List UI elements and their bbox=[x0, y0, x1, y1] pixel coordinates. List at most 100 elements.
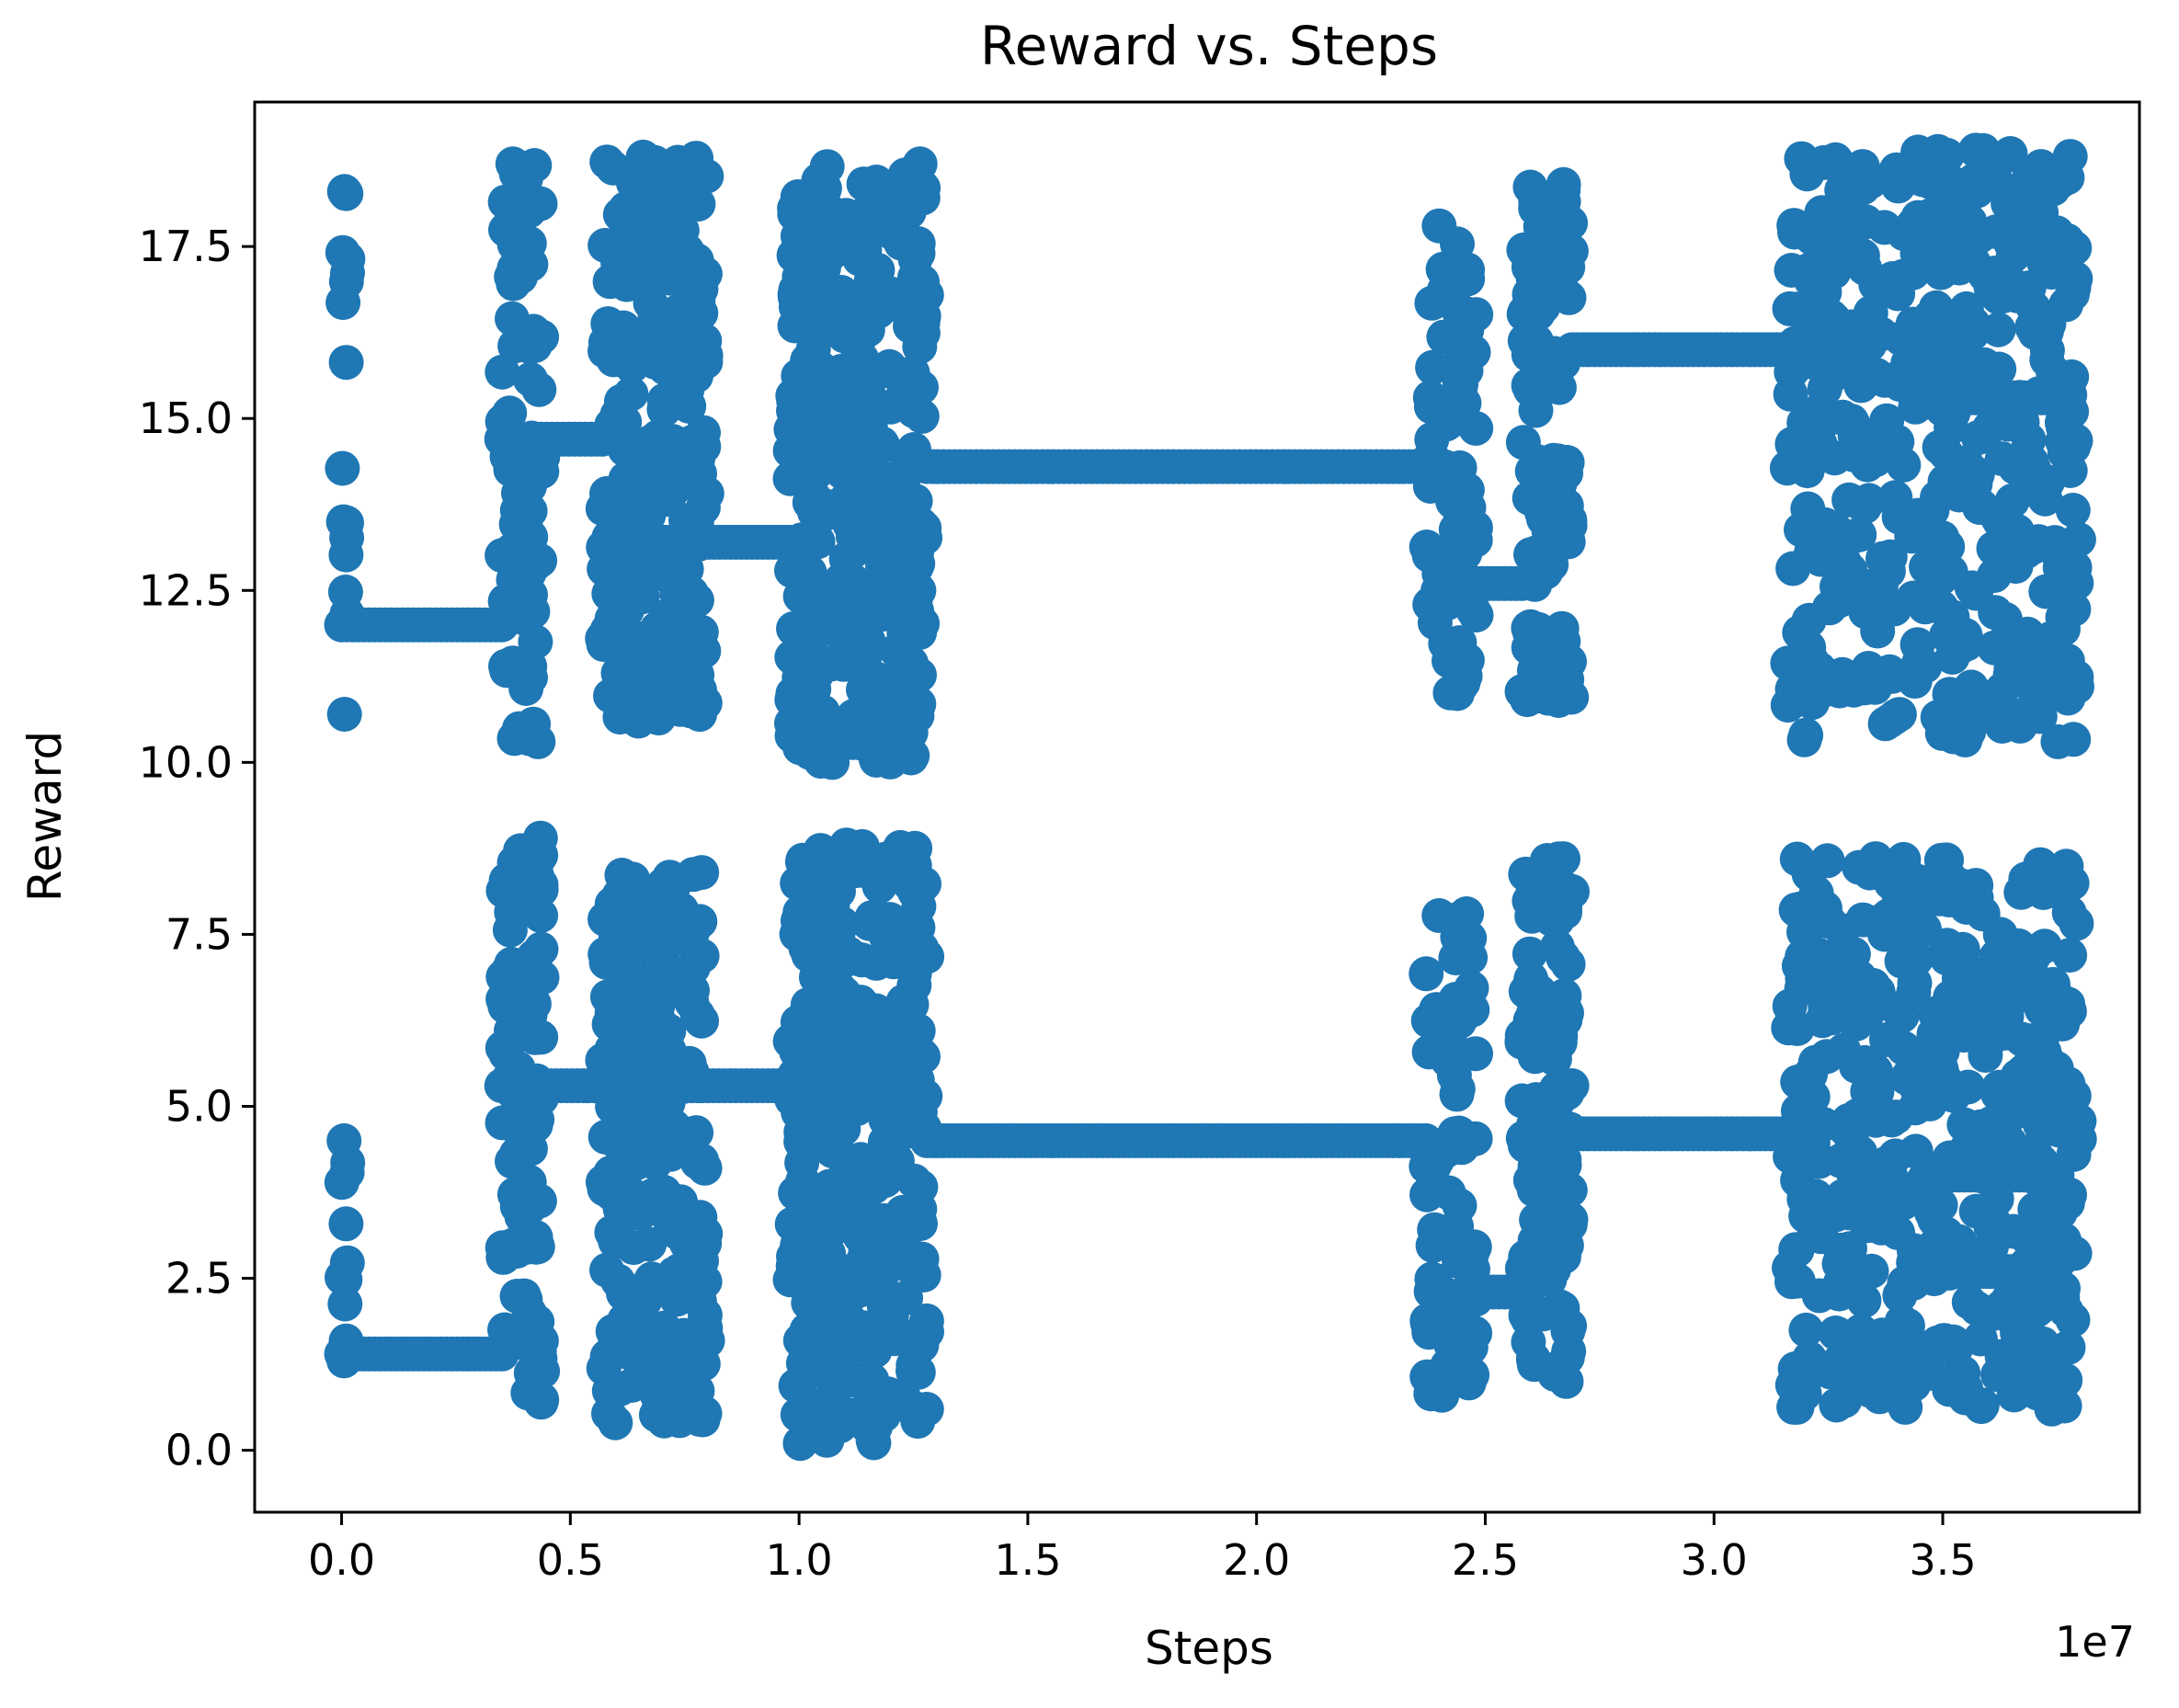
data-point bbox=[828, 827, 864, 863]
data-point bbox=[1945, 1004, 1980, 1040]
data-point bbox=[1881, 697, 1917, 733]
y-tick-label: 17.5 bbox=[139, 222, 233, 271]
data-point bbox=[1795, 396, 1831, 432]
data-point bbox=[1905, 871, 1941, 907]
data-point bbox=[604, 1127, 639, 1163]
data-point bbox=[1506, 232, 1542, 268]
data-point bbox=[1957, 132, 1993, 168]
data-point bbox=[1788, 717, 1824, 753]
data-point bbox=[2040, 723, 2076, 759]
data-point bbox=[1826, 1244, 1862, 1280]
data-point bbox=[1512, 277, 1547, 313]
data-point bbox=[2057, 1235, 2093, 1271]
data-point bbox=[328, 1206, 364, 1242]
data-point bbox=[886, 485, 922, 521]
data-point bbox=[815, 745, 850, 780]
data-point bbox=[662, 1253, 697, 1288]
data-point bbox=[1865, 1372, 1900, 1408]
data-point bbox=[1553, 205, 1589, 241]
data-point bbox=[485, 354, 520, 390]
data-point bbox=[328, 345, 364, 381]
data-point bbox=[659, 1281, 695, 1317]
data-point bbox=[858, 293, 894, 328]
data-point bbox=[511, 1309, 547, 1344]
data-point bbox=[488, 212, 523, 247]
data-point bbox=[618, 1326, 654, 1361]
data-point bbox=[1962, 1321, 1998, 1357]
data-point bbox=[1893, 1336, 1929, 1372]
data-point bbox=[1515, 1297, 1551, 1333]
y-tick-label: 7.5 bbox=[165, 909, 233, 959]
data-point bbox=[513, 1355, 549, 1391]
data-point bbox=[1449, 896, 1485, 931]
data-point bbox=[689, 158, 724, 194]
data-point bbox=[2058, 423, 2093, 459]
x-axis: 0.0 0.5 1.0 1.5 2.0 2.5 3.0 3.5 bbox=[308, 1512, 1977, 1585]
data-point bbox=[797, 495, 832, 529]
data-point bbox=[683, 271, 719, 307]
data-point bbox=[900, 235, 936, 271]
data-point bbox=[1443, 997, 1478, 1032]
data-point bbox=[886, 615, 922, 651]
data-point bbox=[1946, 1107, 1982, 1143]
x-tick-label: 1.0 bbox=[766, 1535, 833, 1585]
data-point bbox=[504, 1112, 540, 1148]
data-point bbox=[1844, 238, 1880, 274]
data-point bbox=[1504, 1250, 1540, 1286]
data-point bbox=[793, 1233, 828, 1269]
data-point bbox=[596, 342, 632, 378]
data-point bbox=[610, 973, 645, 1008]
data-point bbox=[1511, 368, 1546, 404]
data-point bbox=[1443, 344, 1479, 379]
data-point bbox=[1514, 898, 1550, 934]
data-point bbox=[1541, 683, 1577, 718]
data-point bbox=[1546, 939, 1581, 975]
data-point bbox=[598, 1405, 633, 1440]
data-point bbox=[675, 914, 711, 950]
data-point bbox=[825, 455, 861, 490]
data-point bbox=[1912, 164, 1948, 199]
data-point bbox=[828, 482, 864, 518]
data-point bbox=[1540, 443, 1576, 479]
data-point bbox=[2027, 481, 2063, 517]
data-point bbox=[856, 1425, 892, 1461]
data-point bbox=[2021, 524, 2057, 560]
data-point bbox=[1544, 610, 1580, 646]
data-point bbox=[485, 1239, 521, 1275]
data-point bbox=[1842, 1135, 1878, 1170]
data-point bbox=[1832, 552, 1868, 588]
data-point bbox=[1919, 1225, 1955, 1261]
data-point bbox=[841, 1162, 877, 1198]
data-point bbox=[1786, 1376, 1822, 1412]
data-point bbox=[1831, 985, 1866, 1020]
data-point bbox=[493, 580, 529, 616]
data-point bbox=[657, 224, 693, 260]
data-point bbox=[1507, 323, 1543, 359]
data-point bbox=[783, 522, 819, 558]
data-point bbox=[1512, 936, 1547, 972]
data-point bbox=[2059, 905, 2094, 941]
data-point bbox=[326, 174, 362, 210]
y-tick-label: 5.0 bbox=[165, 1082, 233, 1132]
data-point bbox=[1450, 252, 1486, 288]
data-point bbox=[792, 1186, 827, 1222]
data-point bbox=[2054, 865, 2090, 901]
data-point bbox=[2052, 1177, 2087, 1213]
data-point bbox=[1439, 1076, 1475, 1112]
data-point bbox=[485, 1030, 520, 1065]
data-point bbox=[325, 285, 361, 321]
data-point bbox=[2060, 522, 2096, 557]
data-point bbox=[1957, 466, 1993, 502]
data-point bbox=[1821, 1276, 1857, 1312]
x-tick-label: 3.0 bbox=[1681, 1535, 1748, 1585]
data-point bbox=[686, 633, 721, 669]
data-point bbox=[585, 1042, 621, 1078]
data-point bbox=[1840, 431, 1876, 467]
data-point bbox=[872, 693, 907, 729]
data-point bbox=[1940, 311, 1976, 347]
data-point bbox=[684, 855, 720, 891]
data-point bbox=[1886, 841, 1922, 877]
data-point bbox=[1551, 279, 1587, 315]
data-point bbox=[1896, 1245, 1932, 1281]
